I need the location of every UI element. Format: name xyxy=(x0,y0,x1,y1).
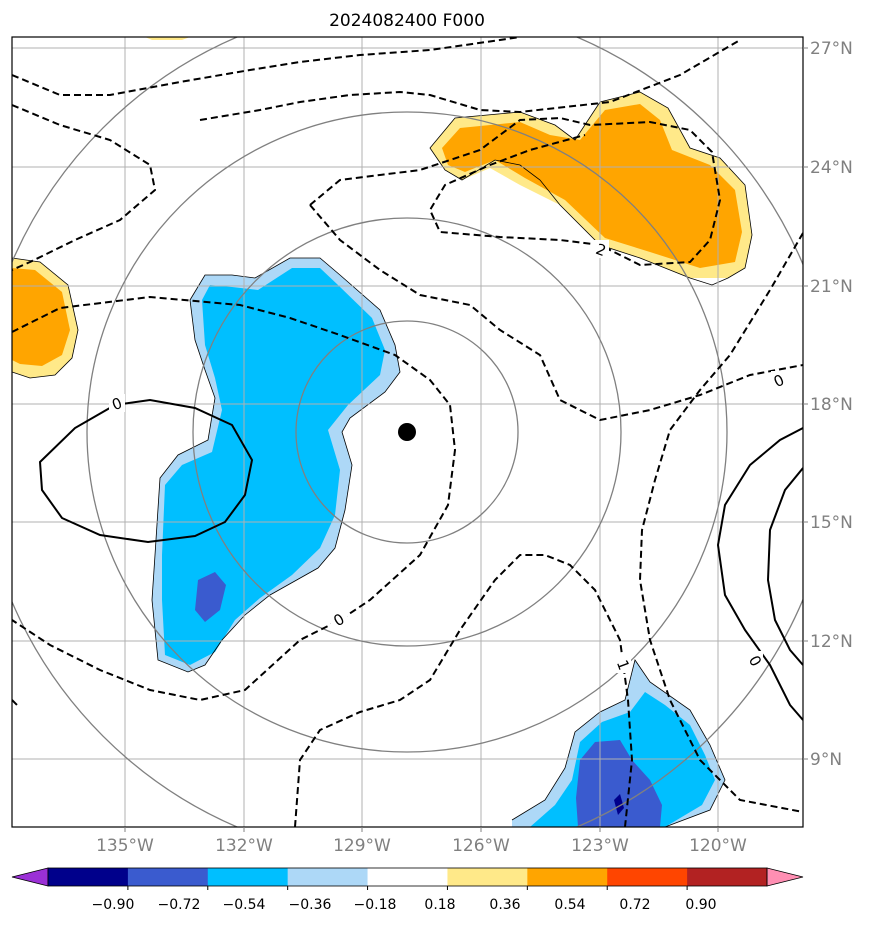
ne-positive-region xyxy=(442,104,742,268)
latitude-label: 18°N xyxy=(810,395,853,415)
contour-outer-ring xyxy=(199,39,741,121)
plot-area: 0 2 0 0 1 0 xyxy=(12,37,803,827)
contour-inner-ring xyxy=(12,295,457,702)
colorbar-extend-max xyxy=(766,867,804,887)
longitude-label: 126°W xyxy=(452,836,510,856)
longitude-label: 135°W xyxy=(96,836,154,856)
colorbar-tick-label: 0.18 xyxy=(424,897,455,913)
west-positive-region xyxy=(12,268,70,366)
latitude-label: 24°N xyxy=(810,158,853,178)
latitude-label: 21°N xyxy=(810,277,853,297)
top-left-positive-sliver xyxy=(145,37,190,40)
colorbar-cell xyxy=(687,868,768,886)
se-extreme-negative-core xyxy=(614,794,624,815)
longitude-label: 132°W xyxy=(215,836,273,856)
zero-contour-east xyxy=(716,427,803,721)
colorbar-tick-label: 0.72 xyxy=(619,897,650,913)
colorbar-cells xyxy=(11,867,804,887)
colorbar-tick-label: −0.90 xyxy=(92,897,135,913)
colorbar-cell xyxy=(48,868,129,886)
colorbar-tick-label: 0.36 xyxy=(489,897,520,913)
map-title: 2024082400 F000 xyxy=(329,11,485,31)
colorbar-ticks xyxy=(127,886,688,890)
contour-se-inner xyxy=(12,699,19,707)
longitude-labels: 135°W 132°W 129°W 126°W 123°W 120°W xyxy=(96,827,747,856)
contour-upper xyxy=(12,37,521,96)
latitude-labels: 27°N 24°N 21°N 18°N 15°N 12°N 9°N xyxy=(803,39,853,770)
colorbar-cell xyxy=(367,868,448,886)
zero-contour-west xyxy=(38,398,254,544)
central-negative-region xyxy=(162,268,385,665)
range-rings xyxy=(12,37,803,827)
central-strong-negative-core xyxy=(195,572,226,622)
longitude-label: 123°W xyxy=(571,836,629,856)
zero-contour-east-inner xyxy=(766,467,803,666)
contour-label-group: 0 2 0 0 1 0 xyxy=(109,240,787,673)
map-frame xyxy=(11,36,804,828)
longitude-label: 120°W xyxy=(689,836,747,856)
solid-contours xyxy=(38,398,803,721)
latitude-label: 15°N xyxy=(810,513,853,533)
positive-anomaly-fills xyxy=(12,37,752,378)
colorbar-tick-label: 0.90 xyxy=(685,897,716,913)
colorbar-extend-min xyxy=(11,867,49,887)
storm-center-marker xyxy=(398,423,416,441)
colorbar-tick-label: −0.36 xyxy=(289,897,332,913)
contour-upper-2 xyxy=(12,104,157,271)
latitude-label: 27°N xyxy=(810,39,853,59)
colorbar-cell xyxy=(207,868,289,886)
colorbar-cell xyxy=(527,868,608,886)
colorbar-tick-label: −0.54 xyxy=(223,897,266,913)
colorbar: −0.90 −0.72 −0.54 −0.36 −0.18 0.18 0.36 … xyxy=(11,867,804,913)
shading-outlines xyxy=(12,91,753,827)
latitude-label: 12°N xyxy=(810,632,853,652)
colorbar-tick-label: 0.54 xyxy=(554,897,585,913)
longitude-label: 129°W xyxy=(333,836,391,856)
latitude-label: 9°N xyxy=(810,750,842,770)
colorbar-cell xyxy=(287,868,369,886)
contour-se xyxy=(638,232,803,813)
colorbar-outline xyxy=(47,867,768,887)
colorbar-tick-label: −0.72 xyxy=(158,897,201,913)
colorbar-cell xyxy=(447,868,528,886)
colorbar-cell xyxy=(607,868,688,886)
colorbar-cell xyxy=(127,868,209,886)
colorbar-tick-label: −0.18 xyxy=(354,897,397,913)
se-strong-negative-region xyxy=(576,740,662,827)
contour-right-ring xyxy=(309,204,803,422)
graticule xyxy=(12,37,803,827)
